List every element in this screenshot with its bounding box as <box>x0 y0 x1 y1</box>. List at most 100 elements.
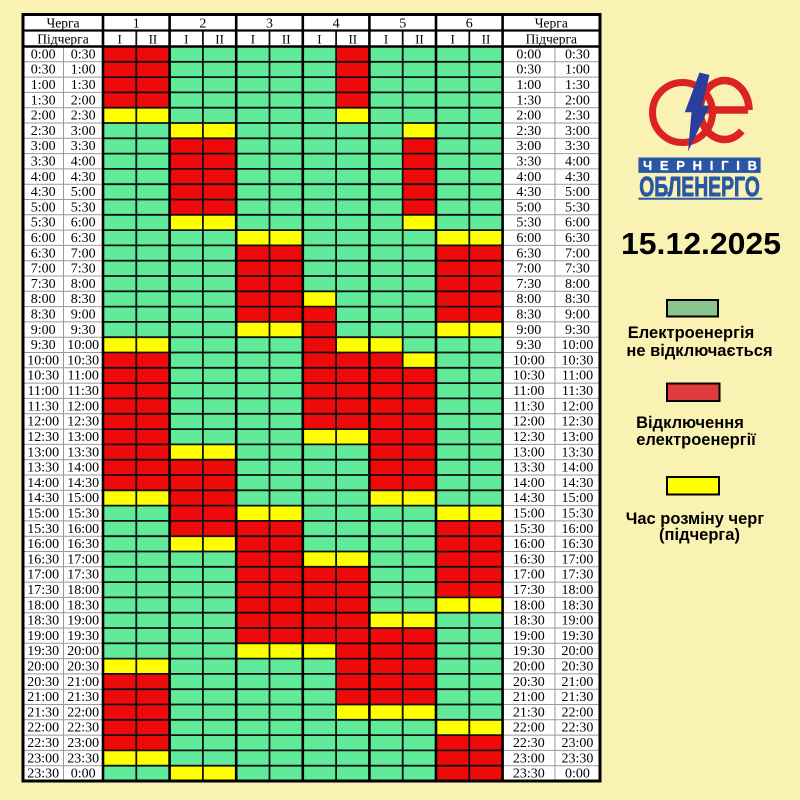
svg-text:10:00: 10:00 <box>67 338 99 353</box>
svg-text:12:30: 12:30 <box>513 430 545 445</box>
svg-text:21:30: 21:30 <box>562 690 594 705</box>
svg-text:2:00: 2:00 <box>565 93 590 108</box>
svg-text:19:00: 19:00 <box>67 614 99 629</box>
svg-text:14:30: 14:30 <box>67 476 99 491</box>
svg-text:11:00: 11:00 <box>562 369 593 384</box>
svg-text:4:30: 4:30 <box>31 185 56 200</box>
svg-text:Підчерга: Підчерга <box>37 32 88 47</box>
svg-text:17:00: 17:00 <box>67 552 99 567</box>
svg-text:21:00: 21:00 <box>67 675 99 690</box>
svg-text:16:00: 16:00 <box>27 537 59 552</box>
svg-text:8:00: 8:00 <box>71 277 96 292</box>
svg-text:(підчерга): (підчерга) <box>659 526 740 544</box>
svg-text:6:30: 6:30 <box>516 246 541 261</box>
svg-text:2:00: 2:00 <box>516 109 541 124</box>
svg-text:15:30: 15:30 <box>513 522 545 537</box>
svg-text:4: 4 <box>333 17 340 32</box>
svg-text:I: I <box>118 31 122 46</box>
svg-text:22:00: 22:00 <box>27 721 59 736</box>
svg-text:18:30: 18:30 <box>562 598 594 613</box>
svg-text:15:00: 15:00 <box>513 507 545 522</box>
svg-text:20:30: 20:30 <box>513 675 545 690</box>
svg-text:12:00: 12:00 <box>562 399 594 414</box>
svg-text:0:30: 0:30 <box>516 63 541 78</box>
svg-text:7:30: 7:30 <box>71 262 96 277</box>
svg-text:3:00: 3:00 <box>565 124 590 139</box>
svg-text:Відключення: Відключення <box>636 414 744 432</box>
svg-text:7:30: 7:30 <box>516 277 541 292</box>
svg-text:0:00: 0:00 <box>565 767 590 782</box>
svg-text:22:30: 22:30 <box>27 736 59 751</box>
svg-text:5:00: 5:00 <box>71 185 96 200</box>
svg-text:18:00: 18:00 <box>513 598 545 613</box>
svg-text:I: I <box>184 31 188 46</box>
svg-text:14:00: 14:00 <box>513 476 545 491</box>
svg-text:13:30: 13:30 <box>513 461 545 476</box>
svg-text:19:00: 19:00 <box>513 629 545 644</box>
svg-text:19:30: 19:30 <box>562 629 594 644</box>
svg-text:14:30: 14:30 <box>513 491 545 506</box>
svg-text:1:30: 1:30 <box>31 93 56 108</box>
svg-text:II: II <box>149 31 158 46</box>
svg-text:7:30: 7:30 <box>565 262 590 277</box>
svg-text:Час розміну черг: Час розміну черг <box>626 510 765 528</box>
svg-text:12:00: 12:00 <box>513 415 545 430</box>
svg-text:17:30: 17:30 <box>562 568 594 583</box>
svg-text:16:30: 16:30 <box>67 537 99 552</box>
svg-text:електроенергії: електроенергії <box>636 431 756 449</box>
svg-text:13:30: 13:30 <box>562 445 594 460</box>
svg-text:23:30: 23:30 <box>513 767 545 782</box>
svg-text:Черга: Черга <box>535 16 568 31</box>
svg-text:23:00: 23:00 <box>513 751 545 766</box>
svg-text:18:30: 18:30 <box>513 614 545 629</box>
svg-text:ОБЛЕНЕРГО: ОБЛЕНЕРГО <box>639 171 760 202</box>
svg-text:19:30: 19:30 <box>67 629 99 644</box>
svg-text:4:30: 4:30 <box>565 170 590 185</box>
svg-text:7:00: 7:00 <box>516 262 541 277</box>
svg-text:5:00: 5:00 <box>516 200 541 215</box>
svg-text:14:00: 14:00 <box>562 461 594 476</box>
svg-text:6:00: 6:00 <box>516 231 541 246</box>
svg-text:9:00: 9:00 <box>565 308 590 323</box>
svg-text:0:30: 0:30 <box>71 47 96 62</box>
svg-text:20:00: 20:00 <box>27 660 59 675</box>
svg-text:7:00: 7:00 <box>71 246 96 261</box>
svg-text:10:30: 10:30 <box>27 369 59 384</box>
svg-text:18:00: 18:00 <box>562 583 594 598</box>
svg-text:6:00: 6:00 <box>31 231 56 246</box>
svg-text:11:00: 11:00 <box>28 384 59 399</box>
svg-text:4:00: 4:00 <box>31 170 56 185</box>
svg-text:11:00: 11:00 <box>513 384 544 399</box>
svg-text:12:00: 12:00 <box>27 415 59 430</box>
svg-text:3:30: 3:30 <box>516 155 541 170</box>
svg-text:II: II <box>482 31 491 46</box>
svg-text:3:30: 3:30 <box>71 139 96 154</box>
svg-text:10:30: 10:30 <box>67 353 99 368</box>
svg-text:7:30: 7:30 <box>31 277 56 292</box>
svg-text:20:00: 20:00 <box>562 644 594 659</box>
svg-text:15:30: 15:30 <box>27 522 59 537</box>
svg-text:16:00: 16:00 <box>562 522 594 537</box>
svg-text:19:30: 19:30 <box>27 644 59 659</box>
svg-text:1:00: 1:00 <box>31 78 56 93</box>
svg-text:18:30: 18:30 <box>67 598 99 613</box>
svg-text:11:30: 11:30 <box>562 384 593 399</box>
svg-text:20:30: 20:30 <box>27 675 59 690</box>
svg-text:2:30: 2:30 <box>71 109 96 124</box>
svg-text:4:30: 4:30 <box>516 185 541 200</box>
svg-text:16:00: 16:00 <box>67 522 99 537</box>
svg-text:Підчерга: Підчерга <box>526 32 577 47</box>
svg-text:19:00: 19:00 <box>27 629 59 644</box>
svg-text:11:30: 11:30 <box>513 399 544 414</box>
svg-text:3:00: 3:00 <box>31 139 56 154</box>
svg-text:9:30: 9:30 <box>516 338 541 353</box>
svg-text:16:30: 16:30 <box>513 552 545 567</box>
svg-text:22:00: 22:00 <box>513 721 545 736</box>
svg-text:6:30: 6:30 <box>31 246 56 261</box>
svg-text:11:00: 11:00 <box>68 369 99 384</box>
svg-text:14:30: 14:30 <box>562 476 594 491</box>
svg-text:II: II <box>348 31 357 46</box>
svg-text:22:00: 22:00 <box>562 705 594 720</box>
svg-text:5:30: 5:30 <box>31 216 56 231</box>
svg-text:23:30: 23:30 <box>562 751 594 766</box>
